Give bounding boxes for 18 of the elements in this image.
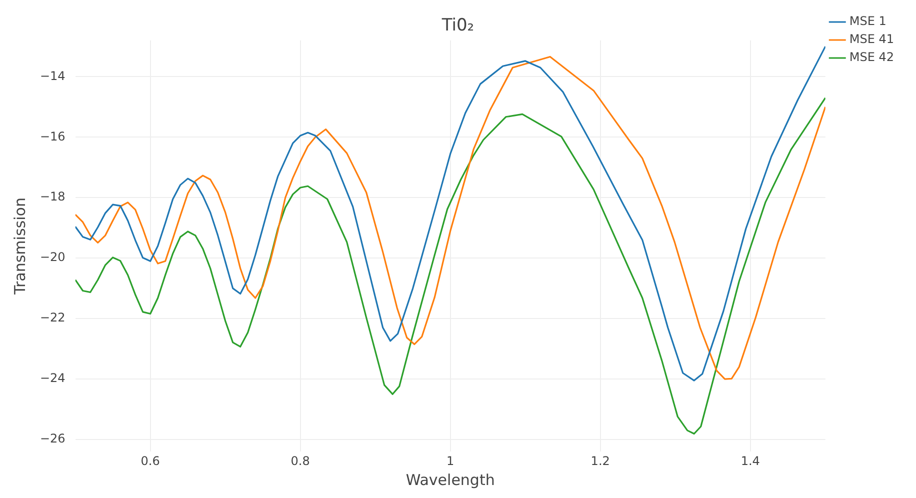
y-tick-label: −18 (40, 190, 66, 204)
x-tick-label: 0.6 (140, 454, 160, 468)
x-tick-label: 1.2 (590, 454, 610, 468)
y-axis-title: Transmission (10, 198, 29, 296)
y-tick-label: −20 (40, 250, 66, 264)
y-tick-label: −26 (40, 432, 66, 446)
legend-label: MSE 1 (849, 14, 886, 28)
y-tick-label: −24 (40, 371, 66, 386)
x-tick-label: 1 (446, 454, 454, 468)
x-tick-label: 1.4 (740, 454, 760, 468)
chart-title: Ti0₂ (440, 16, 474, 36)
legend-label: MSE 41 (849, 32, 894, 46)
legend-label: MSE 42 (849, 50, 894, 64)
x-axis-title: Wavelength (406, 470, 495, 489)
x-tick-label: 0.8 (290, 454, 310, 468)
y-tick-label: −22 (40, 310, 66, 325)
y-tick-label: −14 (40, 68, 66, 83)
y-tick-label: −16 (40, 129, 66, 144)
